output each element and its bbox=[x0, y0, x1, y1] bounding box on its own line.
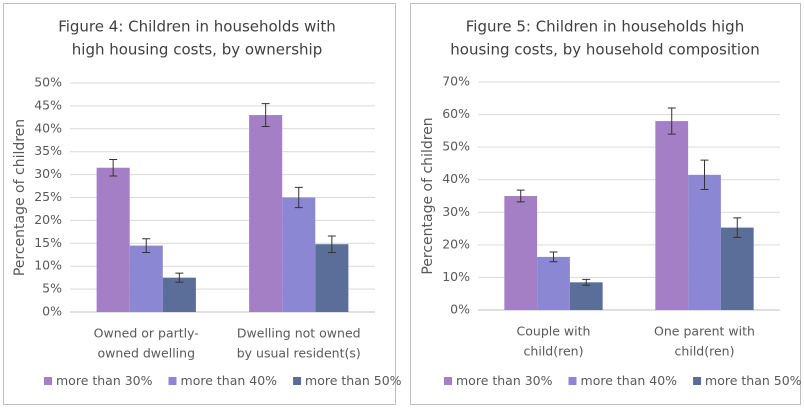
y-axis-label: Percentage of children bbox=[12, 119, 28, 276]
error-bar bbox=[294, 186, 303, 209]
legend-swatch bbox=[293, 377, 302, 385]
error-bar bbox=[142, 238, 151, 253]
legend-swatch bbox=[168, 377, 177, 385]
y-tick-label: 10% bbox=[442, 269, 470, 284]
y-tick-label: 45% bbox=[34, 97, 62, 112]
bar bbox=[249, 115, 283, 312]
y-tick-label: 35% bbox=[34, 143, 62, 158]
bar bbox=[569, 282, 603, 310]
y-tick-label: 50% bbox=[34, 75, 62, 90]
bar bbox=[720, 227, 754, 310]
y-tick-label: 5% bbox=[42, 281, 62, 296]
bar bbox=[282, 197, 316, 312]
legend-swatch bbox=[44, 377, 52, 385]
y-tick-label: 30% bbox=[442, 204, 470, 219]
y-tick-label: 10% bbox=[34, 258, 62, 273]
legend-label: more than 40% bbox=[181, 373, 278, 388]
bar bbox=[315, 244, 349, 312]
y-tick-label: 60% bbox=[442, 106, 470, 121]
y-tick-label: 20% bbox=[34, 212, 62, 227]
legend-label: more than 40% bbox=[581, 373, 678, 388]
chart-title: Figure 4: Children in households with bbox=[58, 18, 336, 36]
error-bar bbox=[109, 158, 118, 177]
error-bar bbox=[261, 103, 270, 128]
legend-label: more than 30% bbox=[456, 373, 553, 388]
bar bbox=[504, 196, 538, 310]
error-bar bbox=[549, 251, 558, 263]
y-tick-label: 40% bbox=[34, 120, 62, 135]
y-tick-label: 25% bbox=[34, 189, 62, 204]
error-bar bbox=[733, 217, 742, 238]
legend-label: more than 50% bbox=[705, 373, 802, 388]
y-tick-label: 20% bbox=[442, 236, 470, 251]
chart-title: Figure 5: Children in households high bbox=[466, 18, 744, 36]
bar bbox=[129, 245, 163, 312]
y-tick-label: 50% bbox=[442, 139, 470, 154]
error-bar bbox=[582, 278, 591, 286]
legend-swatch bbox=[568, 377, 577, 385]
x-tick-label: child(ren) bbox=[675, 344, 735, 359]
error-bar bbox=[667, 107, 676, 135]
x-tick-label: by usual resident(s) bbox=[237, 346, 361, 361]
y-tick-label: 15% bbox=[34, 235, 62, 250]
x-tick-label: One parent with bbox=[654, 324, 755, 339]
error-bar bbox=[516, 189, 525, 203]
x-tick-label: Owned or partly- bbox=[94, 326, 199, 341]
legend-label: more than 50% bbox=[305, 373, 402, 388]
bar bbox=[688, 174, 721, 310]
error-bar bbox=[700, 159, 709, 190]
bar bbox=[537, 256, 570, 310]
y-tick-label: 0% bbox=[42, 304, 62, 319]
legend-label: more than 30% bbox=[56, 373, 153, 388]
chart-title: housing costs, by household composition bbox=[450, 41, 759, 59]
y-tick-label: 0% bbox=[450, 302, 470, 317]
bar bbox=[162, 277, 196, 312]
y-tick-label: 30% bbox=[34, 166, 62, 181]
y-tick-label: 40% bbox=[442, 171, 470, 186]
bar bbox=[655, 121, 689, 310]
error-bar bbox=[327, 235, 336, 253]
bar bbox=[96, 167, 130, 312]
chart-title: high housing costs, by ownership bbox=[72, 41, 322, 59]
legend-swatch bbox=[693, 377, 702, 385]
x-tick-label: child(ren) bbox=[524, 344, 584, 359]
y-tick-label: 70% bbox=[442, 74, 470, 89]
x-tick-label: Couple with bbox=[517, 324, 591, 339]
chart-frame bbox=[410, 3, 801, 405]
y-axis-label: Percentage of children bbox=[420, 117, 436, 274]
error-bar bbox=[175, 272, 184, 283]
chart-frame bbox=[3, 3, 396, 405]
x-tick-label: owned dwelling bbox=[97, 346, 195, 361]
legend-swatch bbox=[444, 377, 452, 385]
x-tick-label: Dwelling not owned bbox=[237, 326, 361, 341]
